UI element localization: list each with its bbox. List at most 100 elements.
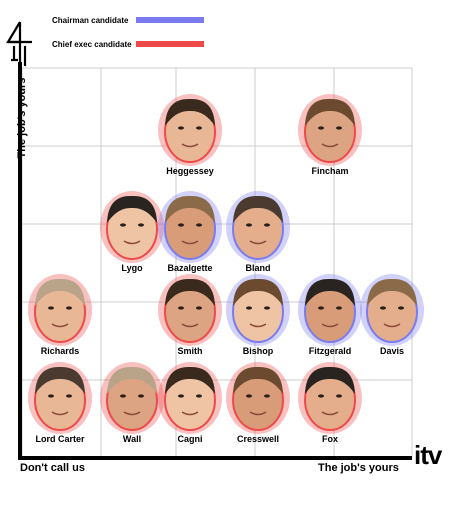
- portrait-bazalgette: Bazalgette: [158, 191, 222, 273]
- portrait-eye: [264, 223, 270, 227]
- portrait-eye: [196, 126, 202, 130]
- person-label: Davis: [380, 346, 404, 356]
- portrait-eye: [66, 306, 72, 310]
- portrait-eye: [246, 306, 252, 310]
- person-label: Cagni: [177, 434, 202, 444]
- portrait-hair: [35, 366, 85, 394]
- portrait-mouth: [181, 143, 199, 148]
- portrait-eye: [138, 223, 144, 227]
- portrait-lord-carter: Lord Carter: [28, 362, 92, 444]
- legend-chairman-label: Chairman candidate: [52, 15, 129, 25]
- portrait-eye: [318, 394, 324, 398]
- portrait-mouth: [249, 323, 267, 328]
- person-label: Smith: [177, 346, 202, 356]
- portrait-eye: [120, 223, 126, 227]
- portrait-eye: [196, 306, 202, 310]
- legend-chief-exec-label: Chief exec candidate: [52, 39, 132, 49]
- portrait-cagni: Cagni: [158, 362, 222, 444]
- portrait-mouth: [249, 411, 267, 416]
- x-axis-label-left: Don't call us: [20, 462, 85, 474]
- portrait-eye: [138, 394, 144, 398]
- portrait-mouth: [181, 323, 199, 328]
- legend-chief-exec-swatch: [136, 41, 204, 47]
- portrait-hair: [233, 195, 283, 223]
- person-label: Fitzgerald: [309, 346, 352, 356]
- portrait-bland: Bland: [226, 191, 290, 273]
- channel-4-logo: [6, 21, 32, 66]
- portrait-eye: [246, 394, 252, 398]
- legend-chairman-swatch: [136, 17, 204, 23]
- x-axis-label-right: The job's yours: [318, 462, 399, 474]
- portrait-hair: [165, 278, 215, 306]
- person-label: Fincham: [311, 166, 348, 176]
- portrait-hair: [305, 98, 355, 126]
- portrait-eye: [380, 306, 386, 310]
- portrait-mouth: [321, 143, 339, 148]
- portrait-eye: [178, 306, 184, 310]
- person-label: Richards: [41, 346, 80, 356]
- portrait-eye: [178, 394, 184, 398]
- itv-logo: itv: [414, 440, 442, 470]
- portrait-eye: [336, 126, 342, 130]
- portrait-hair: [305, 278, 355, 306]
- portrait-eye: [178, 126, 184, 130]
- portrait-cresswell: Cresswell: [226, 362, 290, 444]
- y-axis-label: The job's yours: [16, 77, 28, 159]
- portrait-mouth: [321, 411, 339, 416]
- person-label: Lygo: [121, 263, 143, 273]
- portrait-mouth: [181, 411, 199, 416]
- portrait-hair: [165, 98, 215, 126]
- person-label: Fox: [322, 434, 338, 444]
- person-label: Heggessey: [166, 166, 214, 176]
- portrait-hair: [35, 278, 85, 306]
- legend-chief-exec: Chief exec candidate: [52, 37, 204, 51]
- portrait-eye: [318, 126, 324, 130]
- portrait-hair: [107, 195, 157, 223]
- person-label: Bland: [245, 263, 270, 273]
- portrait-eye: [196, 223, 202, 227]
- portrait-mouth: [383, 323, 401, 328]
- portrait-eye: [336, 394, 342, 398]
- portrait-fox: Fox: [298, 362, 362, 444]
- portrait-hair: [165, 366, 215, 394]
- legend-chairman: Chairman candidate: [52, 13, 204, 27]
- person-label: Bazalgette: [167, 263, 212, 273]
- portrait-bishop: Bishop: [226, 274, 290, 356]
- person-label: Lord Carter: [35, 434, 85, 444]
- person-label: Cresswell: [237, 434, 279, 444]
- portrait-eye: [66, 394, 72, 398]
- portrait-hair: [107, 366, 157, 394]
- portrait-eye: [264, 306, 270, 310]
- portrait-eye: [196, 394, 202, 398]
- portrait-smith: Smith: [158, 274, 222, 356]
- portrait-eye: [178, 223, 184, 227]
- portrait-mouth: [51, 411, 69, 416]
- portrait-mouth: [51, 323, 69, 328]
- portrait-lygo: Lygo: [100, 191, 164, 273]
- portrait-heggessey: Heggessey: [158, 94, 222, 176]
- portrait-mouth: [321, 323, 339, 328]
- portrait-eye: [318, 306, 324, 310]
- portrait-hair: [165, 195, 215, 223]
- portrait-eye: [398, 306, 404, 310]
- person-label: Bishop: [243, 346, 274, 356]
- portrait-eye: [120, 394, 126, 398]
- portrait-richards: Richards: [28, 274, 92, 356]
- portraits: Heggessey Fincham Lygo Bazalgette Bland Richa…: [28, 94, 424, 444]
- portrait-hair: [305, 366, 355, 394]
- portrait-hair: [367, 278, 417, 306]
- portrait-eye: [336, 306, 342, 310]
- portrait-davis: Davis: [360, 274, 424, 356]
- portrait-eye: [48, 394, 54, 398]
- person-label: Wall: [123, 434, 141, 444]
- portrait-eye: [48, 306, 54, 310]
- portrait-mouth: [249, 240, 267, 245]
- portrait-mouth: [123, 240, 141, 245]
- axis-lines: [18, 62, 412, 460]
- portrait-fincham: Fincham: [298, 94, 362, 176]
- portrait-eye: [264, 394, 270, 398]
- portrait-eye: [246, 223, 252, 227]
- portrait-mouth: [123, 411, 141, 416]
- portrait-mouth: [181, 240, 199, 245]
- portrait-hair: [233, 278, 283, 306]
